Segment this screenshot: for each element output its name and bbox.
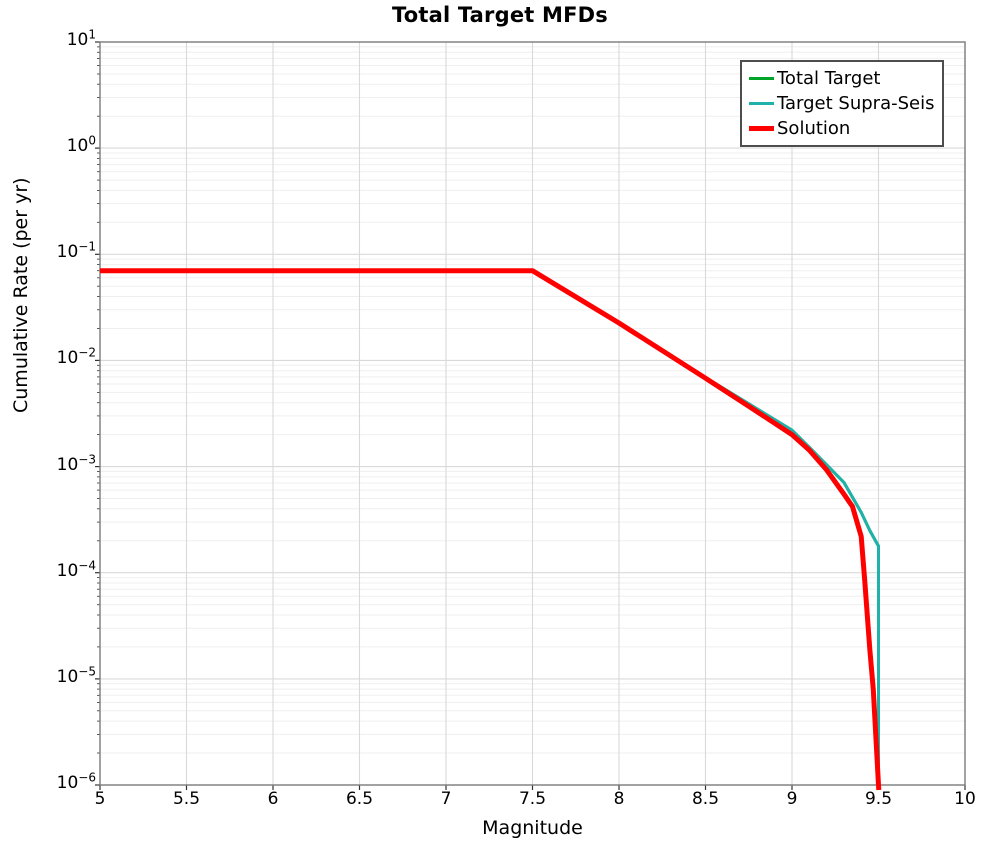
legend-label: Solution	[777, 118, 851, 139]
legend-label: Target Supra-Seis	[777, 93, 935, 114]
legend-label: Total Target	[777, 68, 881, 89]
y-tick-label: 101	[66, 27, 96, 50]
y-tick-label: 10−6	[56, 770, 96, 793]
x-tick-label: 9.5	[864, 789, 893, 809]
x-tick-label: 8	[613, 789, 625, 809]
y-tick-label: 10−4	[56, 558, 96, 581]
x-tick-label: 10	[954, 789, 976, 809]
major-gridlines	[100, 42, 965, 785]
series-solution	[100, 268, 882, 791]
chart-title: Total Target MFDs	[391, 3, 609, 27]
legend-swatch-target-supra-seis	[749, 102, 774, 105]
legend-item-total-target: Total Target	[749, 66, 940, 91]
y-tick-label: 10−5	[56, 664, 96, 687]
x-tick-label: 9	[786, 789, 798, 809]
y-tick-label: 10−3	[56, 451, 96, 475]
legend: Total Target Target Supra-Seis Solution	[740, 60, 944, 147]
legend-swatch-solution	[749, 126, 774, 131]
legend-item-target-supra-seis: Target Supra-Seis	[749, 91, 940, 116]
x-tick-label: 6	[267, 789, 279, 809]
series-total-target	[100, 269, 880, 785]
legend-item-solution: Solution	[749, 116, 940, 141]
x-tick-label: 7.5	[518, 789, 547, 809]
y-tick-label: 10−1	[56, 239, 96, 263]
series-target-supra-seis	[100, 269, 880, 785]
x-axis-label: Magnitude	[482, 817, 583, 839]
x-tick-label: 8.5	[691, 789, 720, 809]
x-tick-label: 6.5	[345, 789, 374, 809]
legend-swatch-total-target	[749, 77, 774, 80]
minor-gridlines	[97, 46, 965, 754]
x-tick-label: 5	[94, 789, 106, 809]
plot-frame	[99, 41, 966, 786]
y-tick-label: 10−2	[56, 345, 96, 369]
y-tick-label: 100	[66, 133, 96, 157]
x-tick-label: 5.5	[172, 789, 201, 809]
x-tick-label: 7	[440, 789, 452, 809]
